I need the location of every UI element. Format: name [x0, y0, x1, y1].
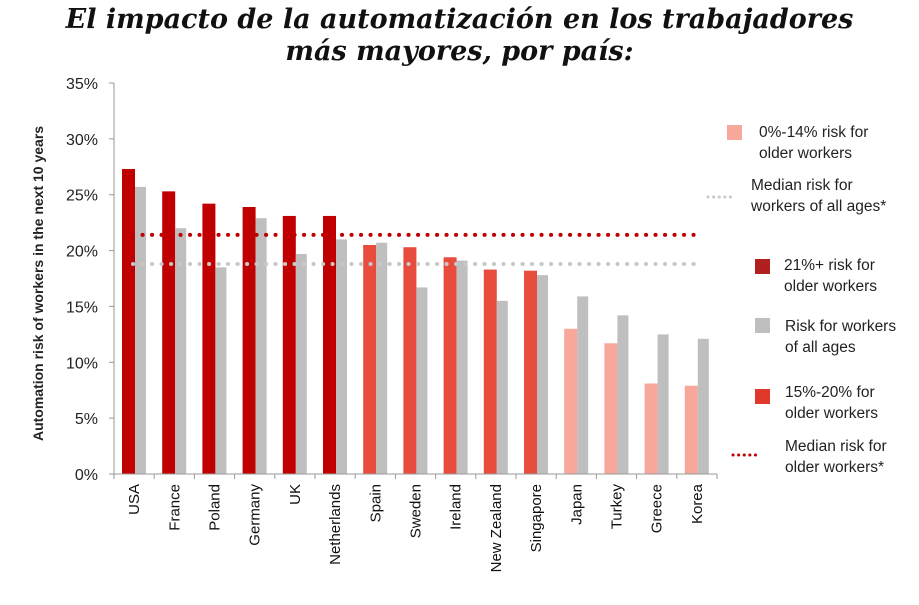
x-tick-label: Turkey — [609, 484, 626, 530]
bar-older-workers — [282, 215, 296, 474]
bar-older-workers — [483, 269, 497, 474]
y-tick-label: 0% — [75, 467, 98, 484]
y-tick-label: 5% — [75, 411, 98, 428]
bar-all-ages — [135, 186, 146, 474]
x-tick-label: Japan — [568, 484, 585, 525]
bar-all-ages — [336, 239, 347, 474]
legend-item: 15%-20% for older workers — [755, 384, 878, 422]
legend-label: workers of all ages* — [750, 198, 886, 215]
x-axis: USA France Poland Germany UK Netherlands Spain… — [113, 473, 718, 572]
legend-label: Risk for workers — [785, 318, 896, 335]
x-tick-label: Germany — [247, 484, 264, 546]
bar-older-workers — [524, 270, 537, 474]
x-tick-label: Greece — [649, 484, 666, 533]
bar-all-ages — [215, 267, 227, 474]
bar-all-ages — [496, 300, 508, 474]
chart-title-line-1: El impacto de la automatización en los t… — [65, 4, 854, 35]
bar-all-ages — [255, 218, 267, 474]
bar-all-ages — [295, 253, 307, 474]
y-axis: 0% 5% 10% 15% 20% 25% 30% 35% Automation risk of… — [30, 76, 115, 484]
y-tick-label: 30% — [66, 132, 98, 149]
x-tick-label: Sweden — [408, 484, 425, 538]
legend-item: 21%+ risk for older workers — [755, 257, 877, 295]
bar-older-workers — [443, 257, 457, 474]
bar-all-ages — [175, 228, 187, 474]
x-tick-label: France — [166, 484, 183, 531]
bar-older-workers — [564, 328, 578, 474]
chart-title: El impacto de la automatización en los t… — [0, 4, 919, 68]
bar-older-workers — [202, 203, 216, 474]
reference-lines — [131, 232, 700, 266]
y-tick-label: 15% — [66, 299, 98, 316]
y-tick-label: 25% — [66, 188, 98, 205]
legend-item: 0%-14% risk for older workers — [727, 124, 868, 162]
bars — [122, 169, 709, 474]
bar-older-workers — [323, 215, 336, 474]
x-tick-label: Singapore — [528, 484, 545, 552]
bar-all-ages — [617, 315, 629, 474]
x-tick-label: Netherlands — [327, 484, 344, 565]
bar-all-ages — [577, 296, 589, 474]
bar-all-ages — [657, 334, 669, 474]
y-axis-title: Automation risk of workers in the next 1… — [30, 126, 46, 441]
bar-all-ages — [376, 242, 388, 474]
x-tick-label: Spain — [367, 484, 384, 522]
bar-all-ages — [697, 338, 709, 474]
bar-older-workers — [604, 343, 618, 474]
y-tick-label: 35% — [66, 76, 98, 93]
legend-swatch — [755, 318, 770, 333]
legend-label: older workers — [784, 278, 877, 295]
x-tick-label: New Zealand — [488, 484, 505, 572]
bar-all-ages — [537, 275, 548, 474]
bar-all-ages — [416, 287, 428, 474]
y-tick-label: 10% — [66, 355, 98, 372]
x-tick-label: Korea — [689, 483, 706, 524]
legend-swatch — [727, 125, 742, 140]
bar-older-workers — [684, 385, 698, 474]
legend-label: older workers — [785, 405, 878, 422]
x-tick-label: USA — [126, 484, 143, 515]
x-tick-label: UK — [287, 484, 304, 505]
bar-older-workers — [363, 244, 377, 474]
legend-label: 15%-20% for — [785, 384, 875, 401]
bar-older-workers — [644, 383, 658, 474]
legend: 0%-14% risk for older workers Median risk … — [706, 124, 896, 476]
legend-label: 0%-14% risk for — [759, 124, 868, 141]
legend-item: Median risk for older workers* — [731, 438, 887, 476]
legend-item: Median risk for workers of all ages* — [706, 177, 886, 215]
bar-older-workers — [162, 191, 176, 474]
legend-label: of all ages — [785, 339, 856, 356]
legend-swatch — [755, 389, 770, 404]
x-tick-label: Poland — [207, 484, 224, 531]
legend-label: Median risk for — [785, 438, 887, 455]
legend-label: Median risk for — [751, 177, 853, 194]
bar-all-ages — [456, 260, 468, 474]
legend-label: 21%+ risk for — [784, 257, 875, 274]
x-tick-label: Ireland — [448, 484, 465, 530]
legend-label: older workers* — [785, 459, 884, 476]
bar-older-workers — [242, 207, 256, 474]
chart-title-line-2: más mayores, por país: — [285, 36, 634, 67]
legend-swatch — [755, 259, 770, 274]
bar-older-workers — [122, 169, 135, 474]
bar-older-workers — [403, 247, 417, 474]
legend-item: Risk for workers of all ages — [755, 318, 896, 356]
y-tick-label: 20% — [66, 244, 98, 261]
legend-label: older workers — [759, 145, 852, 162]
